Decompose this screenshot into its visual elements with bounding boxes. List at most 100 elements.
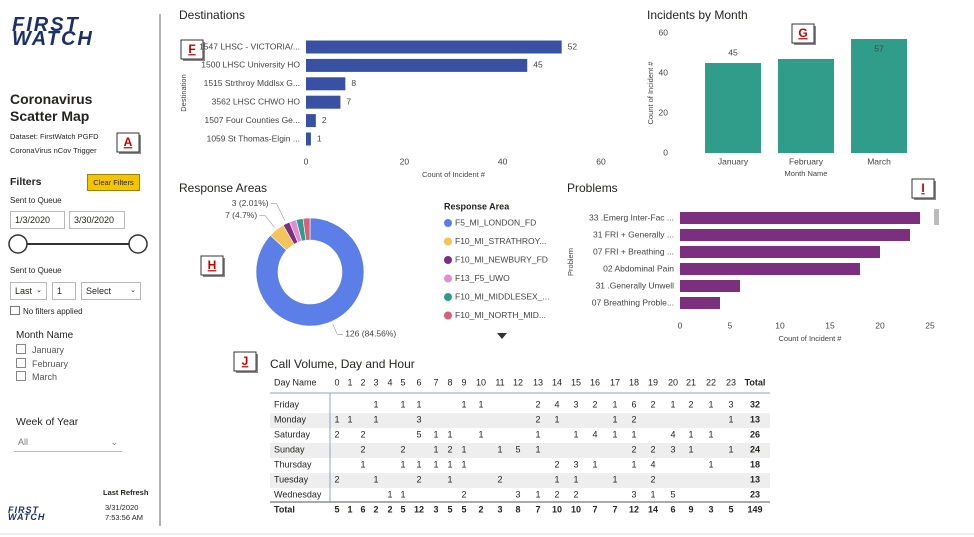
value-label: 2	[322, 115, 327, 125]
bar	[680, 280, 740, 292]
cell: 5	[728, 504, 733, 514]
checkbox[interactable]	[16, 371, 26, 381]
cell: 1	[612, 399, 617, 409]
slider-handle[interactable]	[128, 234, 148, 254]
date-start[interactable]: 1/3/2020	[10, 211, 65, 229]
category-label: 1500 LHSC University HO	[201, 60, 300, 70]
scrollbar[interactable]	[934, 209, 939, 225]
bar	[851, 39, 907, 153]
column-header: 13	[533, 377, 543, 387]
column-header: 16	[590, 377, 600, 387]
legend-scroll-arrow[interactable]	[497, 333, 507, 339]
cell: 8	[515, 504, 520, 514]
cell: 7	[612, 504, 617, 514]
cell: 1	[347, 414, 352, 424]
cell: 5	[670, 489, 675, 499]
bar	[306, 132, 311, 146]
cell: 1	[478, 429, 483, 439]
month-option[interactable]: February	[16, 357, 69, 369]
cell: 12	[629, 504, 639, 514]
cell: 3	[573, 459, 578, 469]
cell: 1	[554, 474, 559, 484]
row-total: 13	[750, 474, 760, 484]
cell: 1	[497, 444, 502, 454]
cell: 1	[728, 414, 733, 424]
category-label: 1547 LHSC - VICTORIA/...	[199, 41, 300, 51]
cell: 1	[400, 489, 405, 499]
checkbox[interactable]	[16, 344, 26, 354]
date-end[interactable]: 3/30/2020	[69, 211, 125, 229]
relative-unit[interactable]: Select ⌄	[81, 282, 141, 300]
cell: 1	[461, 399, 466, 409]
bar	[680, 246, 880, 258]
chart-title: Destinations	[179, 8, 245, 22]
row-label: Saturday	[274, 429, 311, 439]
category-label: 1059 St Thomas-Elgin ...	[207, 133, 300, 143]
column-header: 2	[360, 377, 365, 387]
legend-label: F10_MI_NEWBURY_FD	[455, 254, 548, 264]
cell: 9	[688, 504, 693, 514]
cell: 1	[461, 459, 466, 469]
checkbox[interactable]	[16, 357, 26, 368]
relative-mode[interactable]: Last ⌄	[10, 282, 47, 300]
month-option[interactable]: January	[16, 344, 64, 355]
cell: 2	[360, 444, 365, 454]
cell: 5	[515, 444, 520, 454]
bar	[680, 212, 920, 224]
month-label: February	[32, 358, 69, 369]
x-tick-label: 5	[728, 320, 733, 330]
column-header: Total	[745, 377, 766, 387]
value-label: 7	[346, 96, 351, 106]
legend-label: F13_F5_UWO	[455, 273, 510, 283]
refresh-label: Last Refresh	[103, 488, 149, 497]
logo-top: FIRST	[12, 14, 80, 36]
cell: 2	[631, 414, 636, 424]
week-dropdown[interactable]: All ⌄	[14, 434, 122, 452]
cell: 1	[688, 444, 693, 454]
cell: 1	[592, 459, 597, 469]
bar	[306, 40, 562, 54]
column-header: 8	[447, 377, 452, 387]
donut-slice	[302, 217, 311, 241]
cell: 2	[573, 489, 578, 499]
cell: 1	[433, 429, 438, 439]
date-slider[interactable]	[6, 232, 154, 258]
cell: 4	[592, 429, 597, 439]
cell: 1	[554, 414, 559, 424]
row-label: Thursday	[274, 459, 312, 469]
slider-handle[interactable]	[8, 234, 28, 254]
cell: 3	[708, 504, 713, 514]
cell: 1	[535, 429, 540, 439]
x-tick-label: 0	[304, 156, 309, 166]
cell: 12	[414, 504, 424, 514]
column-header: 17	[610, 377, 620, 387]
row-total: 18	[750, 459, 760, 469]
chart-title: Response Areas	[179, 181, 267, 195]
marker-label: J	[242, 354, 249, 368]
legend-swatch	[444, 311, 452, 320]
logo-small: FIRST WATCH	[8, 506, 45, 522]
relative-count[interactable]: 1	[52, 282, 76, 300]
cell: 1	[631, 429, 636, 439]
clear-filters-button[interactable]: Clear Filters	[87, 174, 140, 191]
value-label: 3 (2.01%)	[232, 198, 269, 208]
cell: 1	[670, 399, 675, 409]
cell: 3	[416, 414, 421, 424]
cell: 2	[535, 414, 540, 424]
column-header: 0	[334, 377, 339, 387]
column-header: 23	[726, 377, 736, 387]
category-label: 02 Abdominal Pain	[603, 263, 674, 273]
chevron: ⌄	[130, 287, 136, 294]
row-total: 26	[750, 429, 760, 439]
column-header: 11	[495, 377, 504, 387]
column-header: 22	[706, 377, 716, 387]
filter-label: Sent to Queue	[10, 266, 62, 275]
row-band	[270, 443, 770, 458]
category-label: 31 FRI + Generally ...	[593, 229, 674, 239]
y-tick-label: 40	[659, 67, 669, 77]
cell: 1	[373, 414, 378, 424]
legend-swatch	[444, 293, 452, 301]
month-option[interactable]: March	[16, 371, 57, 382]
column-header: 5	[400, 377, 405, 387]
leader-line	[332, 324, 344, 335]
